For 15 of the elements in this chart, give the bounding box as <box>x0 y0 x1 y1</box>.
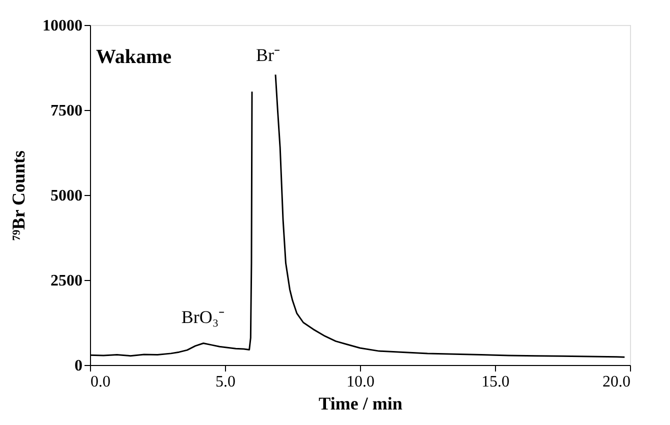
x-tick-label: 0.0 <box>90 374 110 390</box>
x-tick-label: 5.0 <box>216 374 236 390</box>
y-tick-label: 2500 <box>50 272 82 290</box>
x-tick-label: 20.0 <box>602 374 630 390</box>
annotation: Br⁻ <box>256 45 280 65</box>
x-tick-label: 10.0 <box>346 374 374 390</box>
y-tick-label: 7500 <box>50 102 82 120</box>
y-axis-title: ⁷⁹Br Counts <box>8 150 28 240</box>
y-tick-label: 0 <box>74 358 82 374</box>
annotation: Wakame <box>96 46 172 68</box>
x-axis-title: Time / min <box>318 394 402 414</box>
y-tick-label: 10000 <box>42 18 82 34</box>
y-tick-label: 5000 <box>50 188 82 204</box>
x-tick-label: 15.0 <box>482 374 510 390</box>
annotation: BrO₃⁻ <box>181 307 225 327</box>
